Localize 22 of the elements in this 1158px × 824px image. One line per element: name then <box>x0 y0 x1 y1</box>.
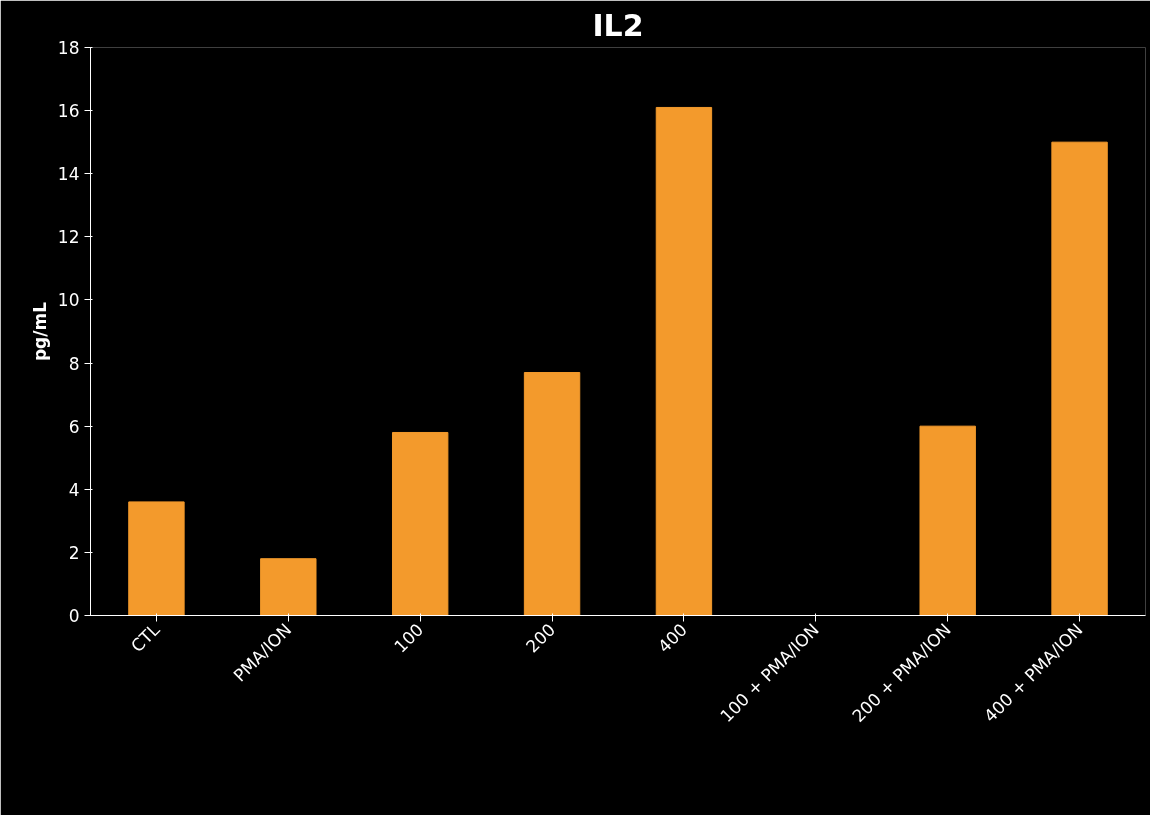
y-tick-label: 18 <box>57 38 80 58</box>
y-tick-label: 0 <box>68 606 80 626</box>
y-tick-label: 4 <box>68 479 80 500</box>
x-tick-label: 100 <box>390 619 428 657</box>
y-tick-label: 6 <box>68 416 80 437</box>
y-tick-label: 14 <box>57 164 80 185</box>
x-tick-label: 400 <box>653 619 692 657</box>
chart-title: IL2 <box>592 7 644 43</box>
bar <box>391 431 449 616</box>
x-tick-label: CTL <box>126 619 164 656</box>
y-tick-label: 12 <box>57 227 80 248</box>
bar <box>523 372 581 616</box>
bar <box>260 558 317 616</box>
y-tick-label: 2 <box>68 542 80 563</box>
y-tick-label: 8 <box>68 353 80 374</box>
y-tick-label: 16 <box>57 101 80 122</box>
y-tick-label: 10 <box>57 290 80 311</box>
bar <box>655 106 713 616</box>
bar <box>1051 141 1108 616</box>
bar <box>128 501 185 616</box>
y-axis-title: pg/mL <box>29 301 50 362</box>
bar <box>919 425 976 616</box>
